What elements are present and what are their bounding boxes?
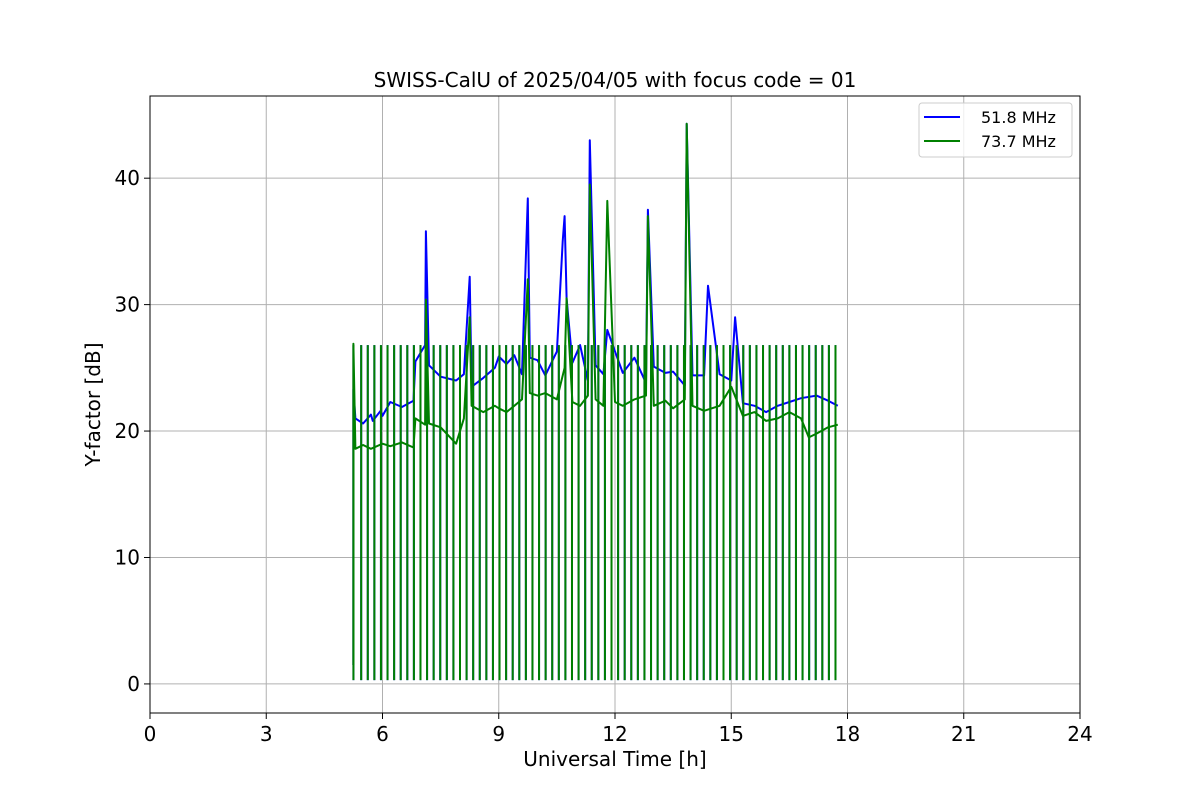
x-tick-label: 18 [835,722,860,746]
x-tick-label: 0 [144,722,157,746]
y-tick-label: 20 [115,419,140,443]
y-tick-label: 40 [115,166,140,190]
legend: 51.8 MHz 73.7 MHz [918,102,1073,158]
x-tick-label: 9 [492,722,505,746]
legend-label-73-7-mhz: 73.7 MHz [981,132,1056,151]
y-tick-label: 0 [127,672,140,696]
y-tick-label: 30 [115,293,140,317]
axis-ticks: 0 3 6 9 12 15 18 21 24 0 10 20 30 40 [115,166,1093,746]
series-line-51-8-mhz [352,122,839,665]
x-tick-label: 12 [602,722,627,746]
y-tick-label: 10 [115,545,140,569]
y-axis-title: Y-factor [dB] [81,342,105,467]
chart-title: SWISS-CalU of 2025/04/05 with focus code… [374,68,857,92]
x-tick-label: 3 [260,722,273,746]
x-tick-label: 21 [951,722,976,746]
grid [149,96,1081,713]
legend-label-51-8-mhz: 51.8 MHz [981,108,1056,127]
x-axis-title: Universal Time [h] [523,747,706,771]
x-tick-label: 24 [1067,722,1092,746]
plot-series [352,122,839,681]
x-tick-label: 6 [376,722,389,746]
series-line-73-7-mhz [352,122,839,665]
x-tick-label: 15 [719,722,744,746]
